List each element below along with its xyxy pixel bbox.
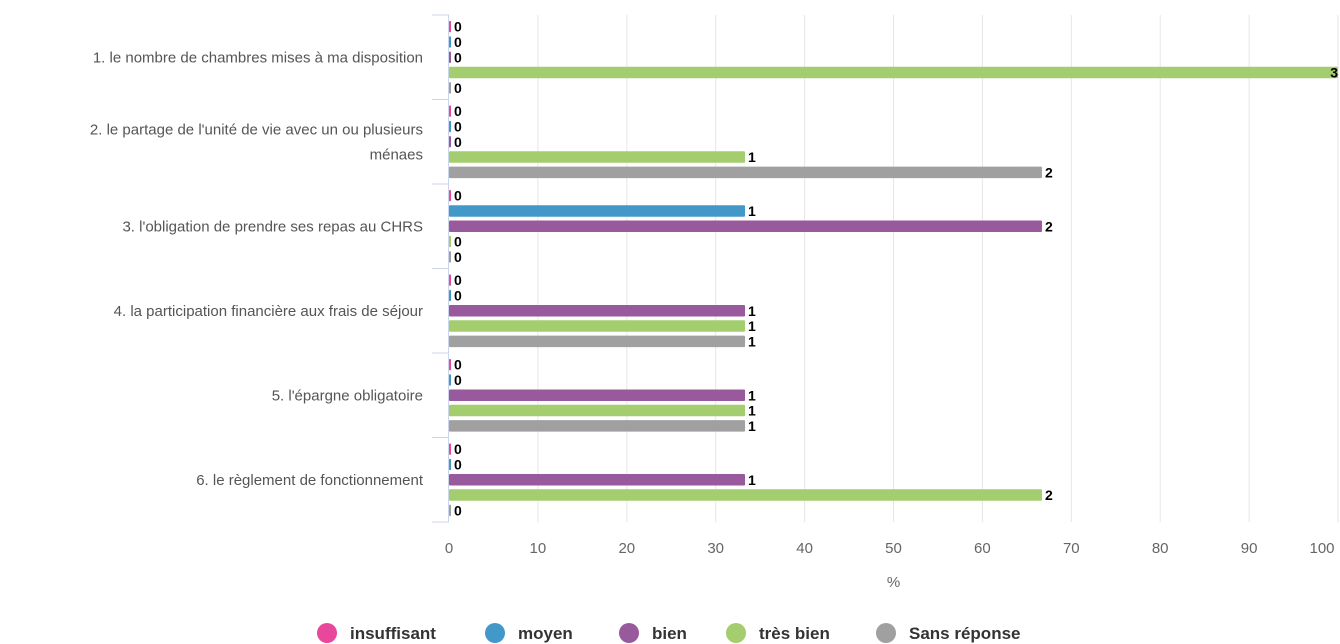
x-axis-title: % [887, 574, 900, 591]
bar [449, 82, 451, 94]
data-label: 1 [748, 418, 756, 434]
bar [449, 205, 746, 217]
category-label: 6. le règlement de fonctionnement [196, 472, 424, 489]
data-label: 0 [454, 441, 462, 457]
bar [449, 289, 451, 302]
bar [449, 66, 1338, 79]
legend-marker [485, 623, 505, 643]
x-tick-label: 80 [1152, 540, 1169, 557]
bar [449, 389, 746, 401]
bar [449, 443, 451, 455]
bar [449, 420, 746, 432]
legend-item-label: moyen [518, 624, 573, 643]
x-tick-label: 100 [1309, 540, 1334, 557]
data-label: 1 [748, 318, 756, 334]
legend-item-label: Sans réponse [909, 624, 1021, 643]
x-tick-label: 40 [796, 540, 813, 557]
category-label: 2. le partage de l'unité de vie avec un … [90, 121, 423, 138]
data-label: 1 [748, 149, 756, 165]
category-label: 1. le nombre de chambres mises à ma disp… [93, 49, 423, 66]
x-tick-label: 10 [530, 540, 547, 557]
data-label: 0 [454, 49, 462, 65]
x-tick-label: 90 [1241, 540, 1258, 557]
data-label: 0 [454, 287, 462, 303]
data-label: 0 [454, 134, 462, 150]
legend-marker [317, 623, 337, 643]
bar [449, 105, 451, 117]
legend-item-label: insuffisant [350, 624, 436, 643]
x-tick-label: 0 [445, 540, 453, 557]
data-label: 1 [748, 303, 756, 319]
bar [449, 251, 451, 263]
legend-item-label: bien [652, 624, 687, 643]
data-label: 2 [1045, 487, 1053, 503]
bar [449, 335, 746, 348]
bar [449, 274, 451, 286]
data-label: 0 [454, 272, 462, 288]
bar [449, 458, 451, 471]
data-label: 0 [454, 502, 462, 518]
data-label: 0 [454, 34, 462, 50]
x-tick-label: 20 [618, 540, 635, 557]
data-label: 0 [454, 357, 462, 373]
category-label: 3. l'obligation de prendre ses repas au … [122, 218, 423, 235]
x-tick-label: 70 [1063, 540, 1080, 557]
legend-marker [726, 623, 746, 643]
bar [449, 136, 451, 148]
data-label: 1 [748, 387, 756, 403]
legend-marker [876, 623, 896, 643]
data-label: 2 [1045, 164, 1053, 180]
data-label: 2 [1045, 218, 1053, 234]
data-label: 0 [454, 118, 462, 134]
legend-item-label: très bien [759, 624, 830, 643]
bar [449, 120, 451, 133]
bar [449, 305, 746, 317]
data-label: 0 [454, 456, 462, 472]
bar [449, 504, 451, 517]
data-label: 0 [454, 234, 462, 250]
bar [449, 489, 1042, 501]
x-tick-label: 60 [974, 540, 991, 557]
category-label: 4. la participation financière aux frais… [114, 303, 423, 320]
bar [449, 374, 451, 386]
data-label: 0 [454, 372, 462, 388]
bar [449, 51, 451, 63]
data-label: 0 [454, 188, 462, 204]
data-label: 3 [1330, 65, 1338, 81]
bar [449, 474, 746, 486]
bar [449, 166, 1042, 179]
data-label: 0 [454, 19, 462, 35]
category-label: ménaes [370, 146, 423, 163]
data-label: 0 [454, 80, 462, 96]
x-tick-label: 50 [885, 540, 902, 557]
bar [449, 404, 746, 417]
x-tick-label: 30 [707, 540, 724, 557]
category-label: 5. l'épargne obligatoire [272, 387, 423, 404]
bar [449, 320, 746, 332]
data-label: 1 [748, 472, 756, 488]
bar [449, 151, 746, 163]
bar [449, 189, 451, 202]
data-label: 1 [748, 403, 756, 419]
data-label: 0 [454, 249, 462, 265]
legend-marker [619, 623, 639, 643]
bar [449, 220, 1042, 232]
data-label: 1 [748, 203, 756, 219]
data-label: 0 [454, 103, 462, 119]
bar [449, 358, 451, 371]
bar [449, 36, 451, 48]
bar [449, 20, 451, 33]
bar [449, 235, 451, 248]
data-label: 1 [748, 333, 756, 349]
